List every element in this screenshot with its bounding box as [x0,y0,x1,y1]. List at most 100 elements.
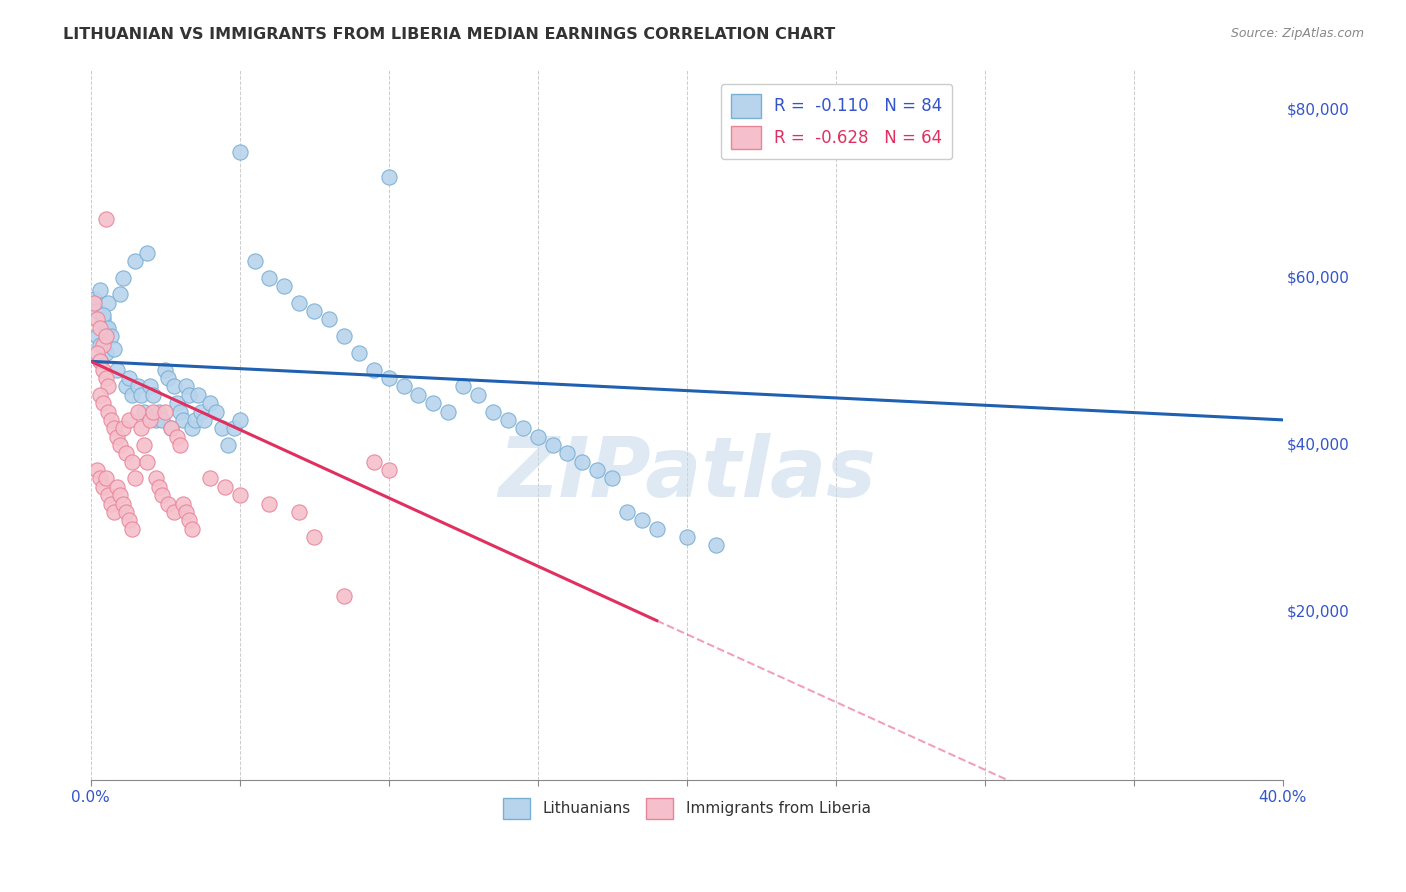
Point [121,455,143,469]
Point [136,245,159,260]
Point [169,438,191,452]
Point [145,413,167,427]
Point [288,505,311,519]
Point [97,404,120,418]
Point [222,421,245,435]
Point [541,438,564,452]
Point [118,413,141,427]
Text: $80,000: $80,000 [1286,103,1348,118]
Point [97,488,120,502]
Point [94,329,117,343]
Point [181,421,204,435]
Point [112,270,135,285]
Point [172,413,194,427]
Point [273,279,295,293]
Point [150,488,173,502]
Point [193,413,215,427]
Point [89,388,111,402]
Point [616,505,638,519]
Point [112,421,135,435]
Point [157,497,180,511]
Point [103,505,125,519]
Point [228,488,250,502]
Point [160,421,183,435]
Point [174,379,197,393]
Point [110,488,132,502]
Point [89,354,111,368]
Point [115,379,138,393]
Point [97,321,120,335]
Point [166,396,188,410]
Point [124,471,146,485]
Point [557,446,579,460]
Point [142,388,165,402]
Point [631,513,654,527]
Point [174,505,197,519]
Point [129,388,152,402]
Point [645,522,668,536]
Point [127,404,149,418]
Point [153,404,176,418]
Point [86,463,108,477]
Point [166,429,188,443]
Point [112,497,135,511]
Point [86,304,108,318]
Text: $60,000: $60,000 [1286,270,1350,285]
Point [134,404,156,418]
Point [512,421,534,435]
Point [103,342,125,356]
Point [150,413,173,427]
Point [243,254,266,268]
Point [377,371,399,385]
Point [363,362,385,376]
Point [190,404,212,418]
Point [103,421,125,435]
Point [118,513,141,527]
Point [94,371,117,385]
Point [169,404,191,418]
Point [148,480,170,494]
Point [121,388,143,402]
Point [86,312,108,326]
Point [318,312,340,326]
Point [115,505,138,519]
Point [83,295,105,310]
Point [706,538,728,552]
Point [181,522,204,536]
Point [259,497,281,511]
Point [571,455,593,469]
Point [94,212,117,227]
Point [100,329,122,343]
Point [437,404,460,418]
Point [107,480,129,494]
Point [600,471,623,485]
Text: $20,000: $20,000 [1286,605,1348,620]
Point [94,471,117,485]
Point [94,321,117,335]
Point [91,396,114,410]
Point [110,287,132,301]
Point [172,497,194,511]
Point [526,429,548,443]
Point [89,321,111,335]
Point [127,379,149,393]
Point [110,438,132,452]
Point [288,295,311,310]
Point [89,471,111,485]
Point [377,170,399,185]
Point [408,388,430,402]
Point [302,530,325,544]
Point [89,337,111,351]
Point [377,463,399,477]
Point [86,346,108,360]
Point [347,346,370,360]
Point [100,497,122,511]
Point [177,513,200,527]
Point [91,312,114,326]
Point [451,379,474,393]
Point [228,145,250,160]
Point [675,530,697,544]
Point [97,295,120,310]
Text: Source: ZipAtlas.com: Source: ZipAtlas.com [1230,27,1364,40]
Point [163,505,186,519]
